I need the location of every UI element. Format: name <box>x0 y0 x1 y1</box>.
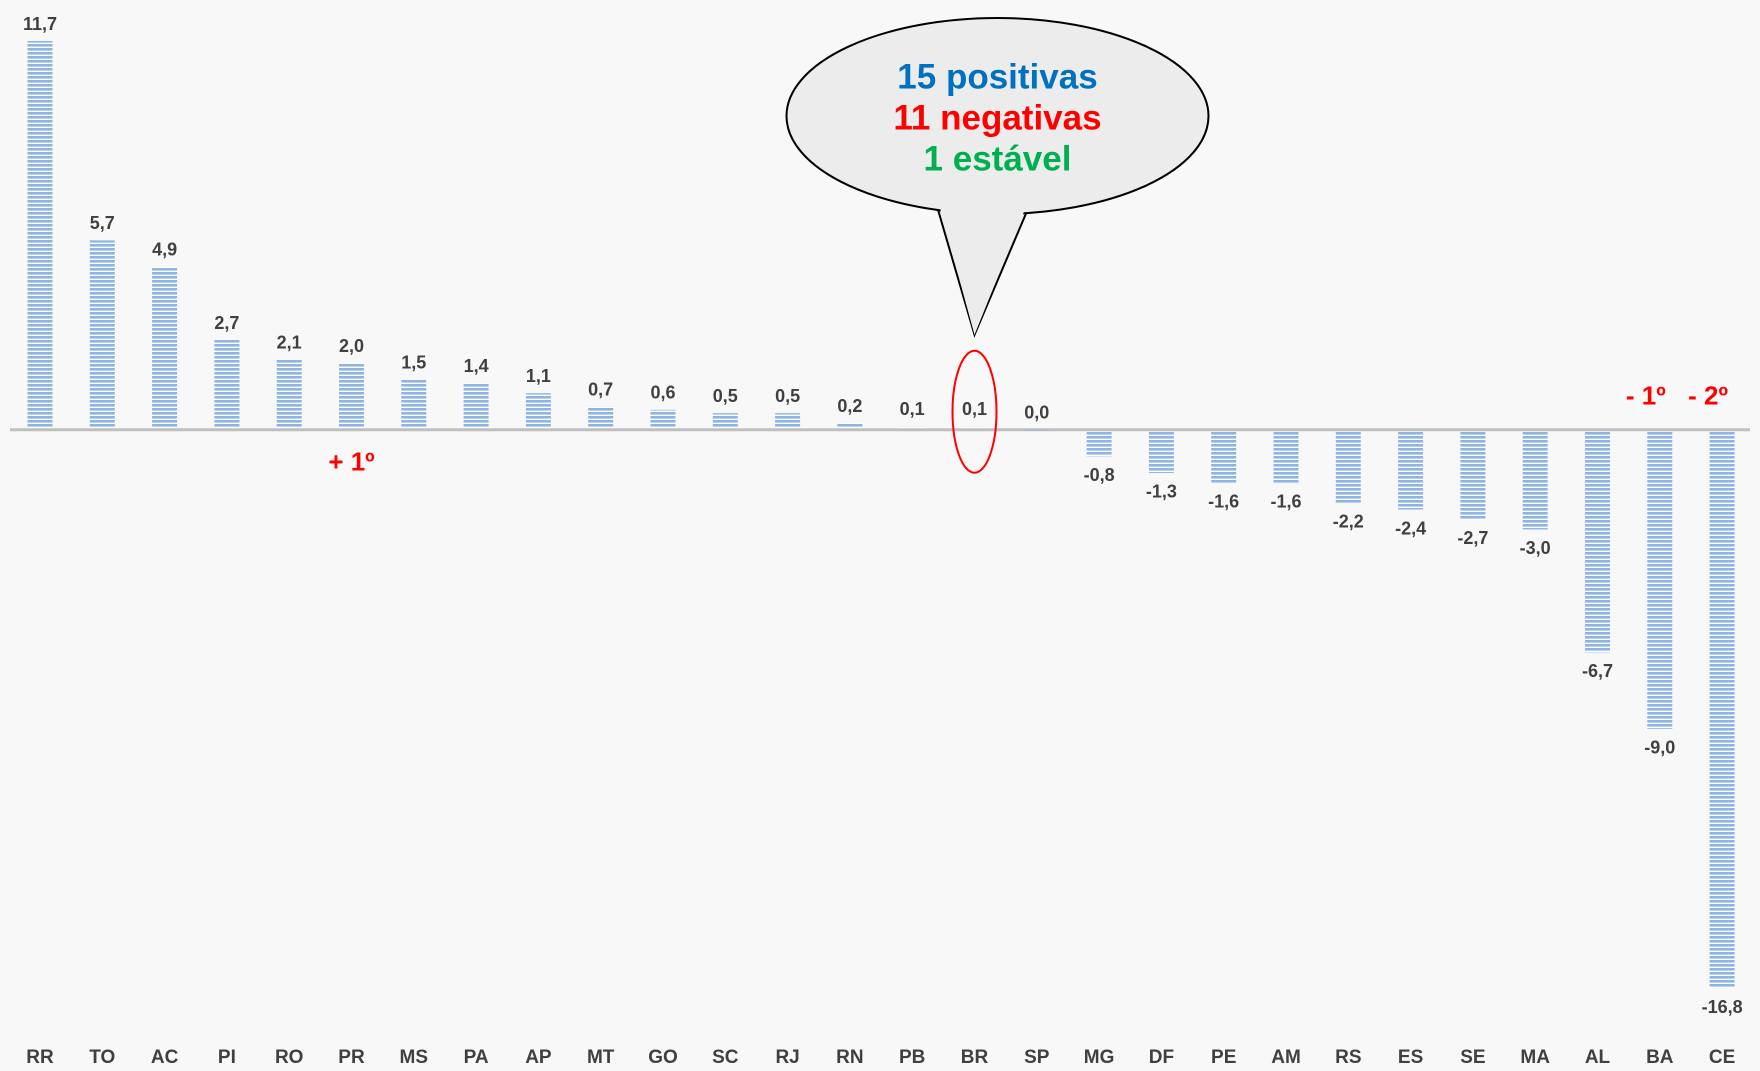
x-tick-label: MS <box>400 1047 429 1068</box>
value-label: -2,4 <box>1395 518 1426 538</box>
x-tick-label: RJ <box>775 1047 799 1068</box>
x-tick-label: RN <box>836 1047 863 1068</box>
bar <box>276 359 302 428</box>
x-tick-label: GO <box>648 1047 678 1068</box>
bar <box>588 406 614 428</box>
bar <box>899 426 925 428</box>
value-label: 2,1 <box>277 333 302 353</box>
x-tick-label: BA <box>1646 1047 1674 1068</box>
callout-text: 11 negativas <box>893 98 1101 137</box>
x-tick-label: PR <box>338 1047 365 1068</box>
value-label: -16,8 <box>1702 997 1743 1017</box>
bar <box>1335 431 1361 503</box>
bar <box>1211 431 1237 483</box>
value-label: 0,1 <box>900 399 925 419</box>
value-label: 1,1 <box>526 366 551 386</box>
bar <box>1460 431 1486 520</box>
x-tick-label: PB <box>899 1047 925 1068</box>
bar <box>214 340 240 428</box>
value-label: 0,5 <box>775 386 800 406</box>
value-label: -6,7 <box>1582 661 1613 681</box>
bar <box>1024 429 1050 431</box>
bar <box>650 409 676 428</box>
bar <box>152 266 178 428</box>
x-tick-label: AM <box>1271 1047 1301 1068</box>
bar <box>339 363 364 428</box>
x-tick-label: RS <box>1335 1047 1361 1068</box>
bar <box>525 393 551 428</box>
highlight-ring <box>951 349 998 474</box>
bar <box>1522 431 1548 530</box>
value-label: -3,0 <box>1520 538 1551 558</box>
x-tick-label: MG <box>1084 1047 1115 1068</box>
value-label: 0,0 <box>1024 403 1049 423</box>
value-label: 0,2 <box>837 396 862 416</box>
value-label: -9,0 <box>1644 738 1675 758</box>
bar <box>712 413 738 428</box>
x-tick-label: SE <box>1460 1047 1485 1068</box>
value-label: -1,6 <box>1270 492 1301 512</box>
x-tick-label: RR <box>26 1047 54 1068</box>
bar <box>1273 431 1299 483</box>
value-label: 1,5 <box>401 353 426 373</box>
value-label: -2,2 <box>1333 512 1364 532</box>
value-label: -0,8 <box>1084 465 1115 485</box>
value-label: 0,7 <box>588 379 613 399</box>
bar <box>837 423 863 428</box>
x-tick-label: PA <box>464 1047 489 1068</box>
x-tick-label: BR <box>961 1047 989 1068</box>
bar <box>1086 431 1112 457</box>
value-label: 5,7 <box>90 213 115 233</box>
value-label: 0,1 <box>962 399 987 419</box>
x-tick-label: TO <box>89 1047 115 1068</box>
rank-label: - 1º <box>1626 381 1666 411</box>
x-tick-label: MA <box>1520 1047 1550 1068</box>
value-label: 2,7 <box>214 313 239 333</box>
value-label: -2,7 <box>1457 528 1488 548</box>
value-label: -1,6 <box>1208 492 1239 512</box>
callout-text: 1 estável <box>924 139 1072 178</box>
x-tick-label: ES <box>1398 1047 1423 1068</box>
x-tick-label: PI <box>218 1047 236 1068</box>
x-tick-label: MT <box>587 1047 615 1068</box>
rank-label: - 2º <box>1688 381 1728 411</box>
bar <box>775 413 801 428</box>
bar <box>1709 431 1735 988</box>
x-tick-label: PE <box>1211 1047 1236 1068</box>
bar <box>401 379 427 428</box>
bar <box>1398 431 1424 510</box>
bar <box>1148 431 1174 473</box>
value-label: 0,6 <box>650 383 675 403</box>
callout-tail <box>939 206 1026 335</box>
callout-text: 15 positivas <box>897 57 1097 96</box>
value-label: 11,7 <box>23 14 57 34</box>
x-tick-label: AC <box>151 1047 179 1068</box>
value-label: 4,9 <box>152 240 177 260</box>
x-tick-label: AP <box>525 1047 552 1068</box>
bar <box>27 41 53 428</box>
bar <box>1585 431 1610 653</box>
x-tick-label: CE <box>1709 1047 1735 1068</box>
value-label: 2,0 <box>339 336 364 356</box>
bar <box>89 240 115 428</box>
rank-label: + 1º <box>328 447 375 477</box>
x-tick-label: SC <box>712 1047 739 1068</box>
x-tick-label: SP <box>1024 1047 1050 1068</box>
value-label: 0,5 <box>713 386 738 406</box>
bar <box>463 383 489 428</box>
x-tick-label: RO <box>275 1047 304 1068</box>
value-label: -1,3 <box>1146 482 1177 502</box>
bar <box>1647 431 1673 729</box>
x-tick-label: AL <box>1585 1047 1611 1068</box>
value-label: 1,4 <box>464 356 489 376</box>
bar <box>962 426 987 428</box>
x-tick-label: DF <box>1149 1047 1174 1068</box>
